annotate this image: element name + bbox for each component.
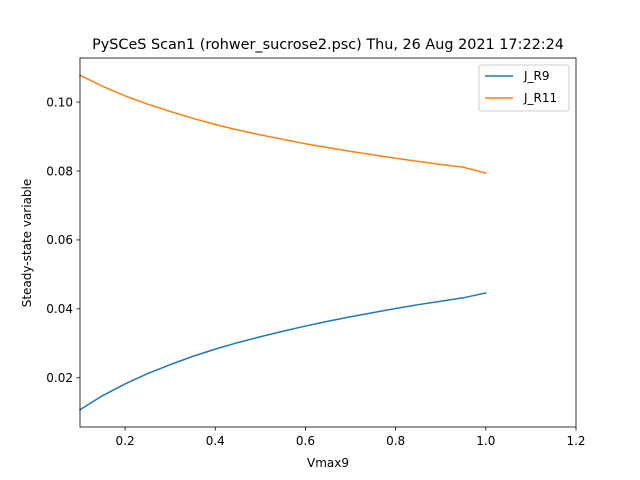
x-tick-label: 0.4 xyxy=(206,434,225,448)
chart-title: PySCeS Scan1 (rohwer_sucrose2.psc) Thu, … xyxy=(92,37,564,53)
series-line-j-r9 xyxy=(78,292,487,411)
x-axis-ticks: 0.2 0.4 0.6 0.8 1.0 1.2 xyxy=(116,427,586,448)
plot-frame xyxy=(79,57,577,428)
y-tick-label: 0.08 xyxy=(46,164,73,178)
legend: J_R9 J_R11 xyxy=(478,64,570,112)
legend-label-j-r9: J_R9 xyxy=(523,69,550,83)
x-tick-label: 1.2 xyxy=(566,434,585,448)
series-layer xyxy=(78,74,487,411)
x-axis-label: Vmax9 xyxy=(307,456,349,470)
y-tick-label: 0.10 xyxy=(46,95,73,109)
plot-area xyxy=(80,58,576,427)
x-tick-label: 0.6 xyxy=(296,434,315,448)
y-tick-label: 0.02 xyxy=(46,371,73,385)
x-tick-label: 0.2 xyxy=(116,434,135,448)
series-line-j-r11 xyxy=(78,74,487,174)
x-tick-label: 1.0 xyxy=(476,434,495,448)
y-tick-label: 0.04 xyxy=(46,302,73,316)
legend-label-j-r11: J_R11 xyxy=(523,91,557,105)
x-tick-label: 0.8 xyxy=(386,434,405,448)
y-axis-ticks: 0.02 0.04 0.06 0.08 0.10 xyxy=(46,95,80,385)
y-tick-label: 0.06 xyxy=(46,233,73,247)
y-axis-label: Steady-state variable xyxy=(20,179,34,308)
